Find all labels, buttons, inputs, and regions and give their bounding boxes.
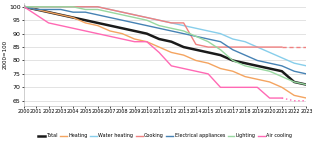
Legend: Total, Heating, Water heating, Cooking, Electrical appliances, Lighting, Air coo: Total, Heating, Water heating, Cooking, … [36,131,295,140]
Y-axis label: 2000=100: 2000=100 [3,40,8,69]
